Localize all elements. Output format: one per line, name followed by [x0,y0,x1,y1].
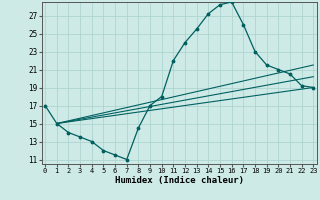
X-axis label: Humidex (Indice chaleur): Humidex (Indice chaleur) [115,176,244,185]
